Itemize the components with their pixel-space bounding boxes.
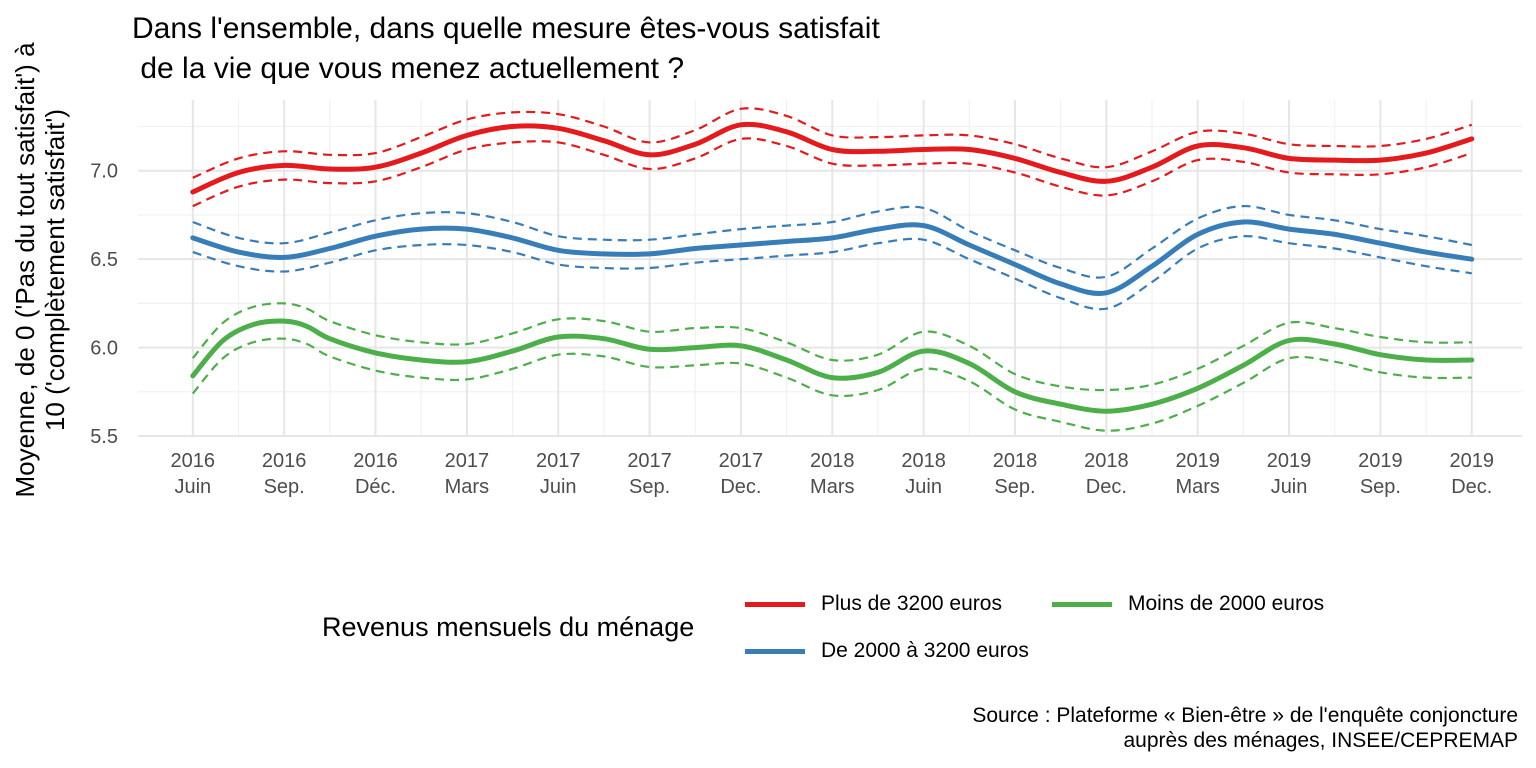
x-tick-label-year: 2019 [1450,450,1495,472]
x-tick-label-year: 2018 [901,450,946,472]
legend-key-red [745,601,805,607]
series-2-upper-ci-line [191,302,1472,392]
series-1-upper-ci-line [192,204,1473,279]
x-tick-label-year: 2019 [1267,450,1312,472]
x-tick-label-year: 2017 [627,450,672,472]
x-tick-label-year: 2016 [353,450,398,472]
x-tick-label-month: Dec. [1451,476,1492,498]
x-tick-label-year: 2018 [993,450,1038,472]
y-tick-label: 6.0 [90,338,118,360]
series-2-line [190,318,1475,414]
legend-key-green [1052,601,1112,607]
x-tick-label-month: Sep. [629,476,670,498]
series-1-lower-ci-line [192,235,1472,311]
legend-item-moins-2000: Moins de 2000 euros [1052,589,1324,619]
source-line-2: auprès des ménages, INSEE/CEPREMAP [1123,729,1518,752]
x-tick-label-month: Juin [174,476,211,498]
legend-label: Plus de 3200 euros [821,592,1002,615]
x-tick-label-month: Dec. [720,476,761,498]
y-tick-label: 7.0 [90,161,118,183]
x-tick-label-year: 2016 [171,450,216,472]
x-tick-label-year: 2017 [536,450,581,472]
legend-label: Moins de 2000 euros [1128,592,1325,615]
series-2-lower-ci-line [191,337,1472,432]
x-tick-label-month: Sep. [264,476,305,498]
x-tick-label-year: 2017 [445,450,490,472]
y-tick-label: 5.5 [90,426,118,448]
chart-title-line-2: de la vie que vous menez actuellement ? [132,52,684,85]
legend-item-plus-3200: Plus de 3200 euros [745,589,1002,619]
x-tick-label-month: Sep. [1360,476,1401,498]
x-tick-label-year: 2016 [262,450,307,472]
legend-label: De 2000 à 3200 euros [821,639,1029,662]
x-tick-label-year: 2018 [1084,450,1129,472]
x-tick-label-year: 2017 [719,450,764,472]
x-tick-label-year: 2018 [810,450,855,472]
x-tick-label-month: Juin [540,476,577,498]
legend-item-2000-3200: De 2000 à 3200 euros [745,636,1029,666]
x-tick-label-year: 2019 [1175,450,1220,472]
x-tick-label-month: Dec. [1086,476,1127,498]
legend-key-blue [745,648,805,654]
x-tick-label-month: Sep. [994,476,1035,498]
x-tick-label-month: Juin [905,476,942,498]
chart-title-line-1: Dans l'ensemble, dans quelle mesure êtes… [132,12,880,45]
legend-title: Revenus mensuels du ménage [322,612,695,642]
series-0-lower-ci-line [192,137,1473,208]
x-tick-label-month: Mars [810,476,854,498]
x-tick-label-year: 2019 [1358,450,1403,472]
series-0-upper-ci-line [192,107,1473,179]
x-tick-label-month: Mars [445,476,489,498]
series-1-line [190,219,1475,296]
source-line-1: Source : Plateforme « Bien-être » de l'e… [972,704,1518,727]
series-0-line [190,121,1475,195]
x-tick-label-month: Mars [1175,476,1219,498]
x-tick-label-month: Juin [1271,476,1308,498]
x-tick-label-month: Déc. [355,476,396,498]
y-tick-label: 6.5 [90,249,118,271]
source-note: Source : Plateforme « Bien-être » de l'e… [972,703,1518,753]
